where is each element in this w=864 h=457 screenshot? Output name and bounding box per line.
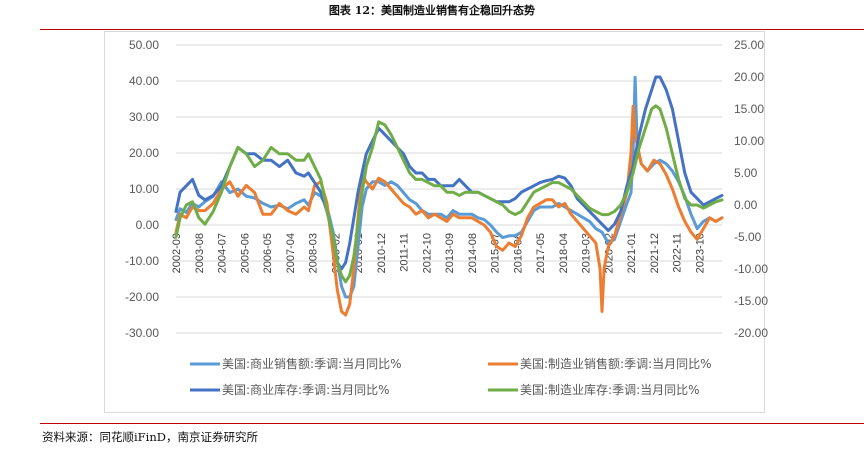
x-tick-label: 2015-07 xyxy=(490,233,502,273)
right-tick-label: -15.00 xyxy=(734,294,768,308)
top-rule xyxy=(40,29,864,30)
left-tick-label: 0.00 xyxy=(136,218,160,232)
right-tick-label: 0.00 xyxy=(734,198,758,212)
right-tick-label: 20.00 xyxy=(734,70,764,84)
x-tick-label: 2010-12 xyxy=(376,233,388,273)
x-axis-ticks: 2002-09 2003-08 2004-07 2005-06 2006-05 2007-… xyxy=(171,233,706,273)
left-axis-ticks: 50.00 40.00 30.00 20.00 10.00 0.00 -10.00 -20.0… xyxy=(125,38,159,340)
x-tick-label: 2022-11 xyxy=(672,233,684,273)
legend-label: 美国:制造业库存:季调:当月同比% xyxy=(520,382,700,397)
left-tick-label: -30.00 xyxy=(125,326,159,340)
series-lines xyxy=(174,75,724,317)
x-tick-label: 2021-01 xyxy=(626,233,638,273)
x-tick-label: 2012-10 xyxy=(421,233,433,273)
x-tick-label: 2005-06 xyxy=(239,233,251,273)
gridlines xyxy=(176,44,722,334)
right-tick-label: 10.00 xyxy=(734,134,764,148)
x-tick-label: 2002-09 xyxy=(171,233,183,273)
chart-frame xyxy=(104,31,765,413)
left-tick-label: -20.00 xyxy=(125,290,159,304)
left-tick-label: 10.00 xyxy=(129,182,159,196)
right-tick-label: -20.00 xyxy=(734,326,768,340)
series-line-4 xyxy=(174,104,724,284)
legend-label: 美国:商业库存:季调:当月同比% xyxy=(222,382,390,397)
x-tick-label: 2018-04 xyxy=(558,233,570,273)
x-tick-label: 2021-12 xyxy=(649,233,661,273)
x-tick-label: 2016-06 xyxy=(512,233,524,273)
right-tick-label: 15.00 xyxy=(734,102,764,116)
figure-title: 图表 12：美国制造业销售有企稳回升态势 xyxy=(328,4,536,17)
x-tick-label: 2013-09 xyxy=(444,233,456,273)
x-tick-label: 2004-07 xyxy=(217,233,229,273)
x-tick-label: 2003-08 xyxy=(194,233,206,273)
left-tick-label: 50.00 xyxy=(129,38,159,52)
x-tick-label: 2014-08 xyxy=(467,233,479,273)
right-tick-label: -5.00 xyxy=(734,230,762,244)
source-note: 资料来源：同花顺iFinD，南京证券研究所 xyxy=(42,430,258,444)
x-tick-label: 2008-03 xyxy=(308,233,320,273)
series-line-2 xyxy=(174,104,724,317)
right-axis-ticks: 25.00 20.00 15.00 10.00 5.00 0.00 -5.00 -10.00 -… xyxy=(734,38,768,340)
left-tick-label: 30.00 xyxy=(129,110,159,124)
legend-label: 美国:商业销售额:季调:当月同比% xyxy=(222,356,402,371)
left-tick-label: -10.00 xyxy=(125,254,159,268)
x-tick-label: 2006-05 xyxy=(262,233,274,273)
right-tick-label: -10.00 xyxy=(734,262,768,276)
x-tick-label: 2017-05 xyxy=(535,233,547,273)
right-tick-label: 25.00 xyxy=(734,38,764,52)
bottom-rule xyxy=(40,423,864,424)
x-tick-label: 2019-03 xyxy=(581,233,593,273)
left-tick-label: 40.00 xyxy=(129,74,159,88)
legend: 美国:商业销售额:季调:当月同比% 美国:制造业销售额:季调:当月同比% 美国:商业… xyxy=(190,356,712,397)
right-tick-label: 5.00 xyxy=(734,166,758,180)
x-tick-label: 2011-11 xyxy=(399,233,411,272)
left-tick-label: 20.00 xyxy=(129,146,159,160)
x-tick-label: 2007-04 xyxy=(285,233,297,273)
legend-label: 美国:制造业销售额:季调:当月同比% xyxy=(520,356,712,371)
series-line-3 xyxy=(174,75,724,271)
x-tick-label: 2023-10 xyxy=(694,233,706,273)
